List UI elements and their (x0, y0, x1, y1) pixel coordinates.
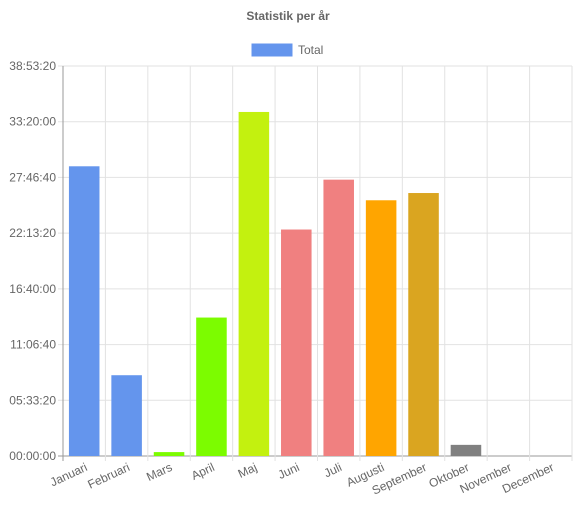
chart-title: Statistik per år (246, 9, 330, 23)
bar-augusti[interactable] (365, 200, 397, 456)
y-tick-label: 11:06:40 (10, 338, 56, 352)
legend-swatch-total (251, 43, 293, 57)
x-tick-label: Januari (48, 460, 90, 489)
bar-maj[interactable] (238, 111, 270, 456)
bar-september[interactable] (408, 193, 439, 456)
y-tick-label: 16:40:00 (9, 282, 56, 296)
y-axis: 00:00:00 05:33:20 11:06:40 16:40:00 22:13:20… (9, 59, 56, 463)
bar-oktober[interactable] (450, 444, 482, 456)
x-tick-label: Mars (144, 460, 174, 484)
y-tick-label: 33:20:00 (9, 115, 56, 129)
y-tick-label: 27:46:40 (9, 170, 56, 184)
x-tick-label: Maj (236, 460, 259, 481)
y-tick-label: 22:13:20 (9, 226, 56, 240)
bar-april[interactable] (196, 317, 227, 456)
bars (68, 111, 482, 457)
y-tick-label: 38:53:20 (9, 59, 56, 73)
x-tick-label: Februari (85, 460, 131, 492)
x-tick-label: Juli (322, 460, 344, 480)
bar-juni[interactable] (281, 229, 312, 456)
bar-februari[interactable] (111, 375, 142, 456)
bar-januari[interactable] (68, 166, 100, 457)
bar-juli[interactable] (323, 179, 354, 456)
x-tick-label: Juni (276, 460, 302, 482)
bar-mars[interactable] (153, 452, 185, 456)
x-tick-label: April (189, 460, 217, 483)
legend[interactable]: Total (251, 43, 323, 57)
y-tick-label: 00:00:00 (9, 449, 56, 463)
legend-label-total: Total (298, 43, 323, 57)
y-tick-label: 05:33:20 (9, 393, 56, 407)
grid (58, 65, 573, 461)
